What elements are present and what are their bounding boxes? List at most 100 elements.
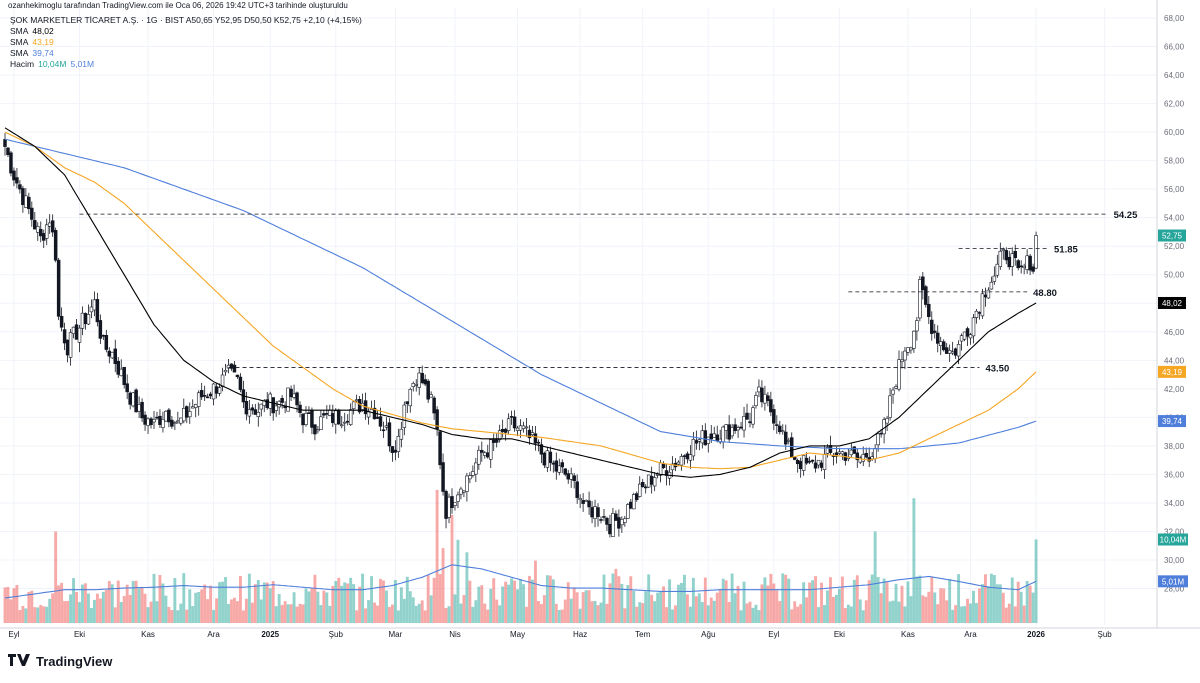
candle-body <box>757 386 761 393</box>
volume-bar <box>367 600 371 623</box>
sma-legend-3[interactable]: SMA 39,74 <box>10 48 362 59</box>
volume-bar <box>420 600 424 623</box>
volume-bar <box>450 514 454 623</box>
candle-body <box>617 517 621 529</box>
candle-body <box>891 389 895 395</box>
volume-bar <box>668 579 671 623</box>
candle-body <box>766 395 770 401</box>
volume-bar <box>122 596 126 623</box>
candle-body <box>986 289 991 299</box>
y-tick-label: 66,00 <box>1164 43 1185 52</box>
candle-body <box>334 410 338 425</box>
volume-bar <box>238 575 242 623</box>
volume-bar <box>945 600 949 623</box>
volume-bar <box>992 575 996 623</box>
sma-legend-1[interactable]: SMA 48,02 <box>10 26 362 37</box>
candle-body <box>128 392 132 405</box>
candle-body <box>328 409 332 416</box>
candle-body <box>170 419 174 427</box>
volume-bar <box>405 576 409 623</box>
volume-bar <box>748 601 752 623</box>
volume-bar <box>92 599 96 623</box>
volume-bar <box>170 610 174 623</box>
volume-bar <box>545 575 549 623</box>
volume-bar <box>492 578 496 623</box>
volume-bar <box>674 605 677 623</box>
volume-bar <box>63 601 67 623</box>
candle-body <box>405 401 410 405</box>
candle-body <box>566 473 570 480</box>
sma2-label: SMA <box>10 37 29 47</box>
volume-bar <box>644 591 648 623</box>
volume-bar <box>393 579 397 623</box>
volume-bar <box>602 574 606 623</box>
candle-body <box>548 451 553 463</box>
tradingview-brand[interactable]: TradingView <box>8 654 112 669</box>
volume-bar <box>158 575 162 623</box>
volume-bar <box>370 576 373 623</box>
volume-bar <box>998 584 1002 623</box>
x-tick-label: Eyl <box>8 630 19 639</box>
candle-body <box>563 468 567 475</box>
candle-body <box>265 399 269 409</box>
volume-bar <box>739 610 743 623</box>
candle-body <box>506 418 511 431</box>
volume-bar <box>465 552 469 623</box>
candle-body <box>176 420 180 423</box>
candle-body <box>223 369 228 373</box>
volume-bar <box>295 606 299 623</box>
volume-bar <box>298 603 302 623</box>
volume-bar <box>921 595 925 623</box>
candle-body <box>983 294 988 298</box>
volume-bar <box>286 604 290 623</box>
candle-body <box>572 475 576 481</box>
candle-body <box>849 449 854 456</box>
candle-body <box>286 387 290 412</box>
candle-body <box>33 220 37 230</box>
candle-body <box>885 418 889 424</box>
candle-body <box>679 456 684 466</box>
volume-bar <box>280 604 284 623</box>
volume-bar <box>54 531 58 623</box>
volume-bar <box>688 606 692 623</box>
candle-body <box>742 415 746 431</box>
candle-body <box>44 224 49 239</box>
candle-body <box>560 462 565 468</box>
candle-body <box>876 433 880 446</box>
x-tick-label: 2026 <box>1027 630 1045 639</box>
candle-body <box>605 517 609 525</box>
candle-body <box>30 207 34 220</box>
y-tick-label: 56,00 <box>1164 185 1185 194</box>
candle-body <box>86 314 91 325</box>
volume-bar <box>414 605 418 623</box>
volume-bar <box>620 583 624 623</box>
candle-body <box>331 413 335 424</box>
volume-bar <box>203 584 207 623</box>
sma-legend-2[interactable]: SMA 43,19 <box>10 37 362 48</box>
candle-body <box>173 422 177 424</box>
volume-legend[interactable]: Hacim 10,04M 5,01M <box>10 59 362 70</box>
volume-bar <box>584 590 588 623</box>
volume-bar <box>140 586 144 623</box>
volume-bar <box>799 604 803 623</box>
candle-body <box>652 477 657 487</box>
candle-body <box>781 430 785 433</box>
volume-bar <box>772 583 776 623</box>
candle-body <box>608 524 612 535</box>
volume-bar <box>247 573 251 623</box>
candle-body <box>414 384 418 386</box>
volume-bar <box>930 577 934 623</box>
volume-bar <box>528 575 531 623</box>
price-tag <box>1158 365 1186 378</box>
candle-body <box>611 513 615 538</box>
candle-body <box>590 507 594 518</box>
candle-body <box>3 139 7 147</box>
candle-body <box>238 376 243 390</box>
candle-body <box>873 448 877 460</box>
volume-bar <box>206 599 210 623</box>
y-tick-label: 50,00 <box>1164 271 1185 280</box>
volume-bar <box>709 597 713 623</box>
volume-bar <box>650 594 654 623</box>
candle-body <box>1031 266 1035 272</box>
